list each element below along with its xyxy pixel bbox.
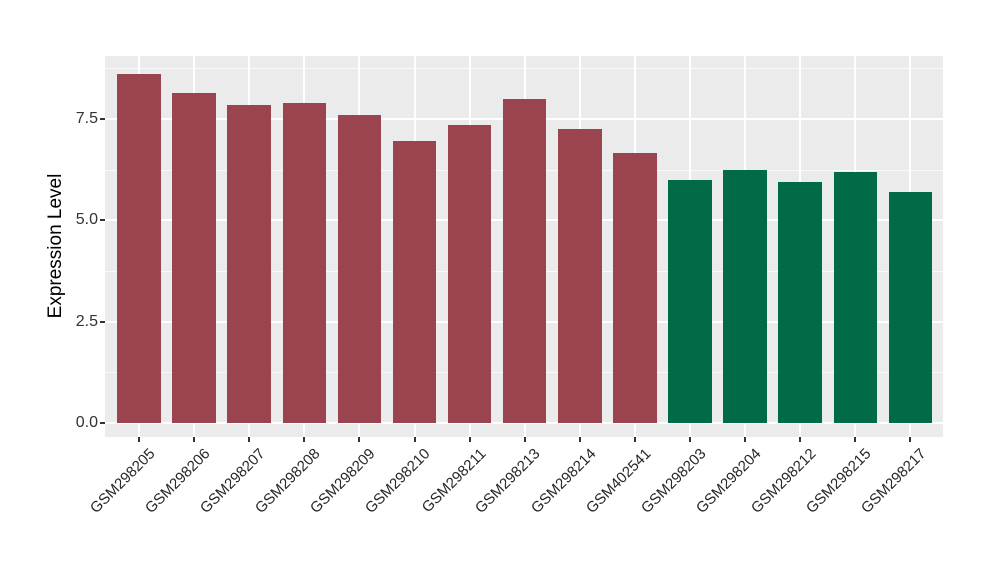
x-tick-mark (468, 437, 471, 442)
x-tick-mark (854, 437, 857, 442)
y-tick-label: 5.0 (75, 211, 98, 229)
bar-gsm298217 (888, 191, 933, 423)
plot-panel (105, 56, 943, 437)
bar-gsm298214 (558, 129, 602, 423)
y-tick-mark (100, 422, 105, 424)
bar-gsm298207 (227, 104, 271, 423)
x-tick-mark (138, 437, 140, 442)
bar-gsm402541 (613, 153, 657, 423)
bar-gsm298213 (502, 98, 547, 423)
bar-gsm298204 (723, 169, 767, 423)
x-tick-mark (193, 437, 196, 442)
x-tick-mark (799, 437, 802, 442)
y-tick-mark (100, 320, 105, 323)
y-tick-mark (100, 118, 105, 120)
bar-gsm298215 (833, 171, 878, 423)
y-tick-mark (100, 219, 105, 222)
y-tick-label: 7.5 (75, 110, 98, 127)
bar-gsm298210 (392, 141, 437, 423)
bar-gsm298206 (172, 92, 216, 423)
bar-gsm298211 (447, 125, 492, 423)
x-tick-mark (523, 437, 526, 442)
bar-gsm298205 (117, 74, 161, 423)
bar-gsm298208 (282, 102, 327, 423)
bar-gsm298212 (778, 181, 822, 423)
y-tick-label: 2.5 (75, 312, 98, 330)
x-tick-mark (303, 437, 306, 442)
y-tick-label: 0.0 (75, 414, 98, 431)
x-tick-mark (633, 437, 636, 442)
x-tick-mark (578, 437, 581, 442)
x-tick-mark (358, 437, 361, 442)
x-tick-mark (744, 437, 747, 442)
x-tick-mark (248, 437, 251, 442)
x-tick-mark (909, 437, 912, 442)
bar-gsm298209 (337, 114, 382, 423)
y-axis-title: Expression Level (45, 173, 66, 319)
bar-gsm298203 (668, 179, 712, 423)
x-tick-mark (413, 437, 416, 442)
x-tick-mark (689, 437, 691, 442)
